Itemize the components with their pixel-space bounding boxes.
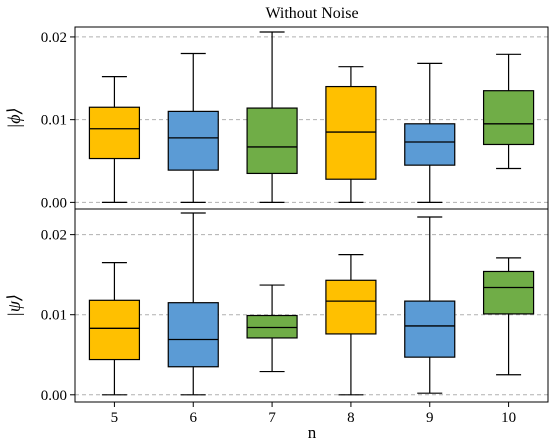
x-axis-label: n	[308, 423, 317, 442]
x-tick-label: 5	[111, 410, 119, 426]
box-10	[482, 257, 535, 376]
x-tick-label: 7	[268, 410, 276, 426]
x-tick-label: 10	[501, 410, 516, 426]
box-5	[88, 76, 141, 203]
box-6	[167, 212, 219, 396]
box-iqr	[167, 110, 219, 171]
box-7	[246, 31, 298, 203]
box-iqr	[246, 314, 298, 339]
bottom-panel-psi: 0.00 0.01 0.02 |ψ⟩ 5 6 7 8 9 10	[4, 208, 549, 426]
plot-frame	[74, 26, 549, 210]
box-9	[404, 62, 456, 203]
y-tick-label: 0.02	[41, 228, 67, 244]
y-tick-label: 0.01	[41, 308, 67, 324]
box-5	[88, 262, 141, 396]
y-tick-label: 0.01	[41, 113, 67, 129]
box-10	[482, 53, 535, 170]
box-iqr	[88, 106, 141, 160]
box-9	[404, 216, 456, 394]
x-tick-label: 9	[426, 410, 434, 426]
box-iqr	[404, 123, 456, 166]
box-8	[325, 66, 377, 203]
x-tick-label: 6	[190, 410, 198, 426]
box-iqr	[482, 90, 535, 146]
y-axis-label: |ψ⟩	[4, 294, 24, 317]
box-6	[167, 52, 219, 203]
plot-frame	[74, 208, 549, 403]
x-tick-label: 8	[347, 410, 355, 426]
y-tick-label: 0.02	[41, 30, 67, 46]
box-8	[325, 254, 377, 396]
y-tick-label: 0.00	[41, 195, 67, 211]
box-iqr	[325, 279, 377, 335]
y-tick-label: 0.00	[41, 388, 67, 404]
top-panel-phi: 0.00 0.01 0.02 |ϕ⟩	[4, 26, 549, 211]
chart-title: Without Noise	[265, 5, 358, 22]
box-iqr	[482, 270, 535, 315]
box-iqr	[325, 85, 377, 180]
box-iqr	[404, 300, 456, 358]
box-iqr	[88, 299, 141, 361]
box-7	[246, 284, 298, 373]
box-iqr	[167, 302, 219, 368]
y-axis-label: |ϕ⟩	[4, 107, 24, 128]
box-iqr	[246, 107, 298, 175]
